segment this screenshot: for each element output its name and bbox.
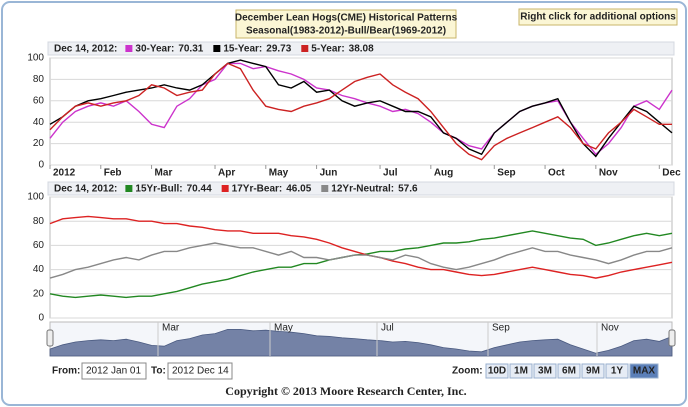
y-tick-label: 100	[27, 53, 44, 64]
title-line: Seasonal(1983-2012)-Bull/Bear(1969-2012)	[246, 26, 446, 37]
legend-value: 70.31	[178, 44, 203, 55]
y-tick-label: 100	[27, 192, 44, 203]
y-tick-label: 80	[33, 216, 45, 227]
navigator-area	[49, 329, 673, 357]
navigator-label: Mar	[162, 323, 180, 334]
x-tick-label: Jul	[383, 168, 398, 179]
legend-name: 12Yr-Neutral:	[331, 184, 394, 195]
legend-name: 15Yr-Bull:	[135, 184, 182, 195]
zoom-button-label[interactable]: 1Y	[611, 366, 624, 377]
plot-area	[49, 57, 673, 166]
y-tick-label: 20	[33, 288, 45, 299]
y-tick-label: 40	[33, 117, 45, 128]
to-value[interactable]: 2012 Dec 14	[172, 366, 229, 377]
y-tick-label: 0	[38, 313, 44, 324]
header-date: Dec 14, 2012:	[54, 184, 117, 195]
options-button[interactable]	[518, 8, 678, 26]
to-input[interactable]	[167, 362, 233, 380]
zoom-button-label[interactable]: 6M	[562, 366, 576, 377]
y-tick-label: 80	[33, 74, 45, 85]
copyright: Copyright © 2013 Moore Research Center, …	[225, 384, 466, 398]
x-tick-label: Oct	[548, 168, 565, 179]
zoom-button-label[interactable]: 9M	[586, 366, 600, 377]
zoom-label: Zoom:	[452, 366, 483, 377]
legend-value: 29.73	[266, 44, 291, 55]
navigator-label: May	[274, 323, 293, 334]
legend-swatch	[213, 45, 221, 52]
header-strip	[47, 181, 675, 196]
y-tick-label: 60	[33, 95, 45, 106]
x-tick-label: Nov	[599, 168, 618, 179]
y-tick-label: 60	[33, 240, 45, 251]
series-line	[49, 59, 673, 158]
zoom-button[interactable]	[509, 363, 533, 379]
x-tick-label: Dec	[662, 168, 681, 179]
y-tick-label: 0	[38, 160, 44, 171]
x-tick-label: Apr	[218, 168, 235, 179]
navigator-label: Sep	[492, 323, 510, 334]
header-strip	[47, 41, 675, 56]
zoom-button[interactable]	[533, 363, 557, 379]
plot-area	[49, 196, 673, 319]
navigator-label: Nov	[601, 323, 619, 334]
legend-value: 38.08	[349, 44, 374, 55]
zoom-button[interactable]	[581, 363, 605, 379]
zoom-button-label[interactable]: 10D	[488, 366, 506, 377]
legend-swatch	[125, 45, 133, 52]
legend-value: 57.6	[398, 184, 418, 195]
zoom-button[interactable]	[485, 363, 509, 379]
x-tick-label: Sep	[497, 168, 515, 179]
series-line	[49, 215, 673, 279]
navigator-handle[interactable]	[668, 329, 676, 347]
y-tick-label: 20	[33, 138, 45, 149]
series-line	[49, 242, 673, 279]
x-tick-label: 2012	[53, 168, 76, 179]
x-tick-label: Feb	[104, 168, 122, 179]
zoom-button-label[interactable]: 1M	[514, 366, 528, 377]
y-tick-label: 40	[33, 264, 45, 275]
legend-name: 30-Year:	[135, 44, 174, 55]
zoom-button[interactable]	[605, 363, 629, 379]
x-tick-label: Mar	[155, 168, 173, 179]
from-label: From:	[52, 366, 80, 377]
legend-swatch	[301, 45, 309, 52]
header-date: Dec 14, 2012:	[54, 44, 117, 55]
navigator-handle[interactable]	[46, 329, 54, 347]
options-text[interactable]: Right click for additional options	[520, 12, 676, 23]
title-box	[235, 9, 457, 39]
navigator-label: Jul	[381, 323, 394, 334]
zoom-button[interactable]	[629, 363, 659, 379]
legend-value: 46.05	[286, 184, 311, 195]
x-tick-label: Aug	[434, 168, 453, 179]
legend-name: 17Yr-Bear:	[232, 184, 283, 195]
series-line	[49, 62, 672, 161]
legend-swatch	[125, 185, 133, 192]
from-value[interactable]: 2012 Jan 01	[86, 366, 141, 377]
x-tick-label: May	[269, 168, 289, 179]
zoom-button-label[interactable]: 3M	[538, 366, 552, 377]
title-line: December Lean Hogs(CME) Historical Patte…	[235, 13, 458, 24]
legend-name: 15-Year:	[223, 44, 262, 55]
legend-swatch	[221, 185, 229, 192]
x-tick-label: Jun	[320, 168, 338, 179]
zoom-button[interactable]	[557, 363, 581, 379]
legend-value: 70.44	[187, 184, 212, 195]
from-input[interactable]	[81, 362, 147, 380]
legend-name: 5-Year:	[311, 44, 344, 55]
legend-swatch	[321, 185, 329, 192]
to-label: To:	[151, 366, 166, 377]
zoom-button-label[interactable]: MAX	[633, 366, 656, 377]
